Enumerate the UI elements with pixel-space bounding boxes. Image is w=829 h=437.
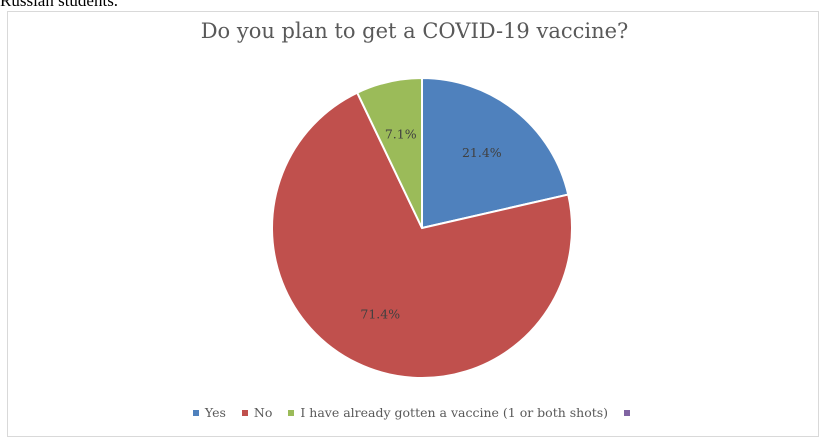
- legend-item-i-have-already-gotten-a-vaccin: I have already gotten a vaccine (1 or bo…: [288, 405, 608, 420]
- legend-item-empty: [624, 409, 636, 416]
- legend-item-no: No: [241, 405, 273, 420]
- pie-slice-yes: [421, 76, 570, 230]
- cutoff-caption-text: Russian students.: [0, 0, 119, 10]
- legend-swatch-yes: [192, 409, 199, 416]
- pie-slice-i-have-already-gotten-a-vaccin: [355, 76, 423, 229]
- legend-swatch-empty: [624, 409, 631, 416]
- legend-swatch-i-have-already-gotten-a-vaccin: [288, 409, 295, 416]
- legend-label-no: No: [253, 405, 273, 420]
- pie-slice-no: [271, 91, 573, 379]
- legend-label-i-have-already-gotten-a-vaccin: I have already gotten a vaccine (1 or bo…: [300, 405, 609, 420]
- legend-swatch-no: [241, 409, 248, 416]
- chart-legend: Yes No I have already gotten a vaccine (1 …: [0, 405, 829, 420]
- legend-label-yes: Yes: [204, 405, 226, 420]
- data-label-i-have-already-gotten-a-vaccin: 7.1%: [385, 126, 417, 141]
- data-label-no: 71.4%: [360, 306, 400, 321]
- data-label-yes: 21.4%: [462, 145, 502, 160]
- chart-title: Do you plan to get a COVID-19 vaccine?: [200, 19, 629, 43]
- legend-item-yes: Yes: [192, 405, 226, 420]
